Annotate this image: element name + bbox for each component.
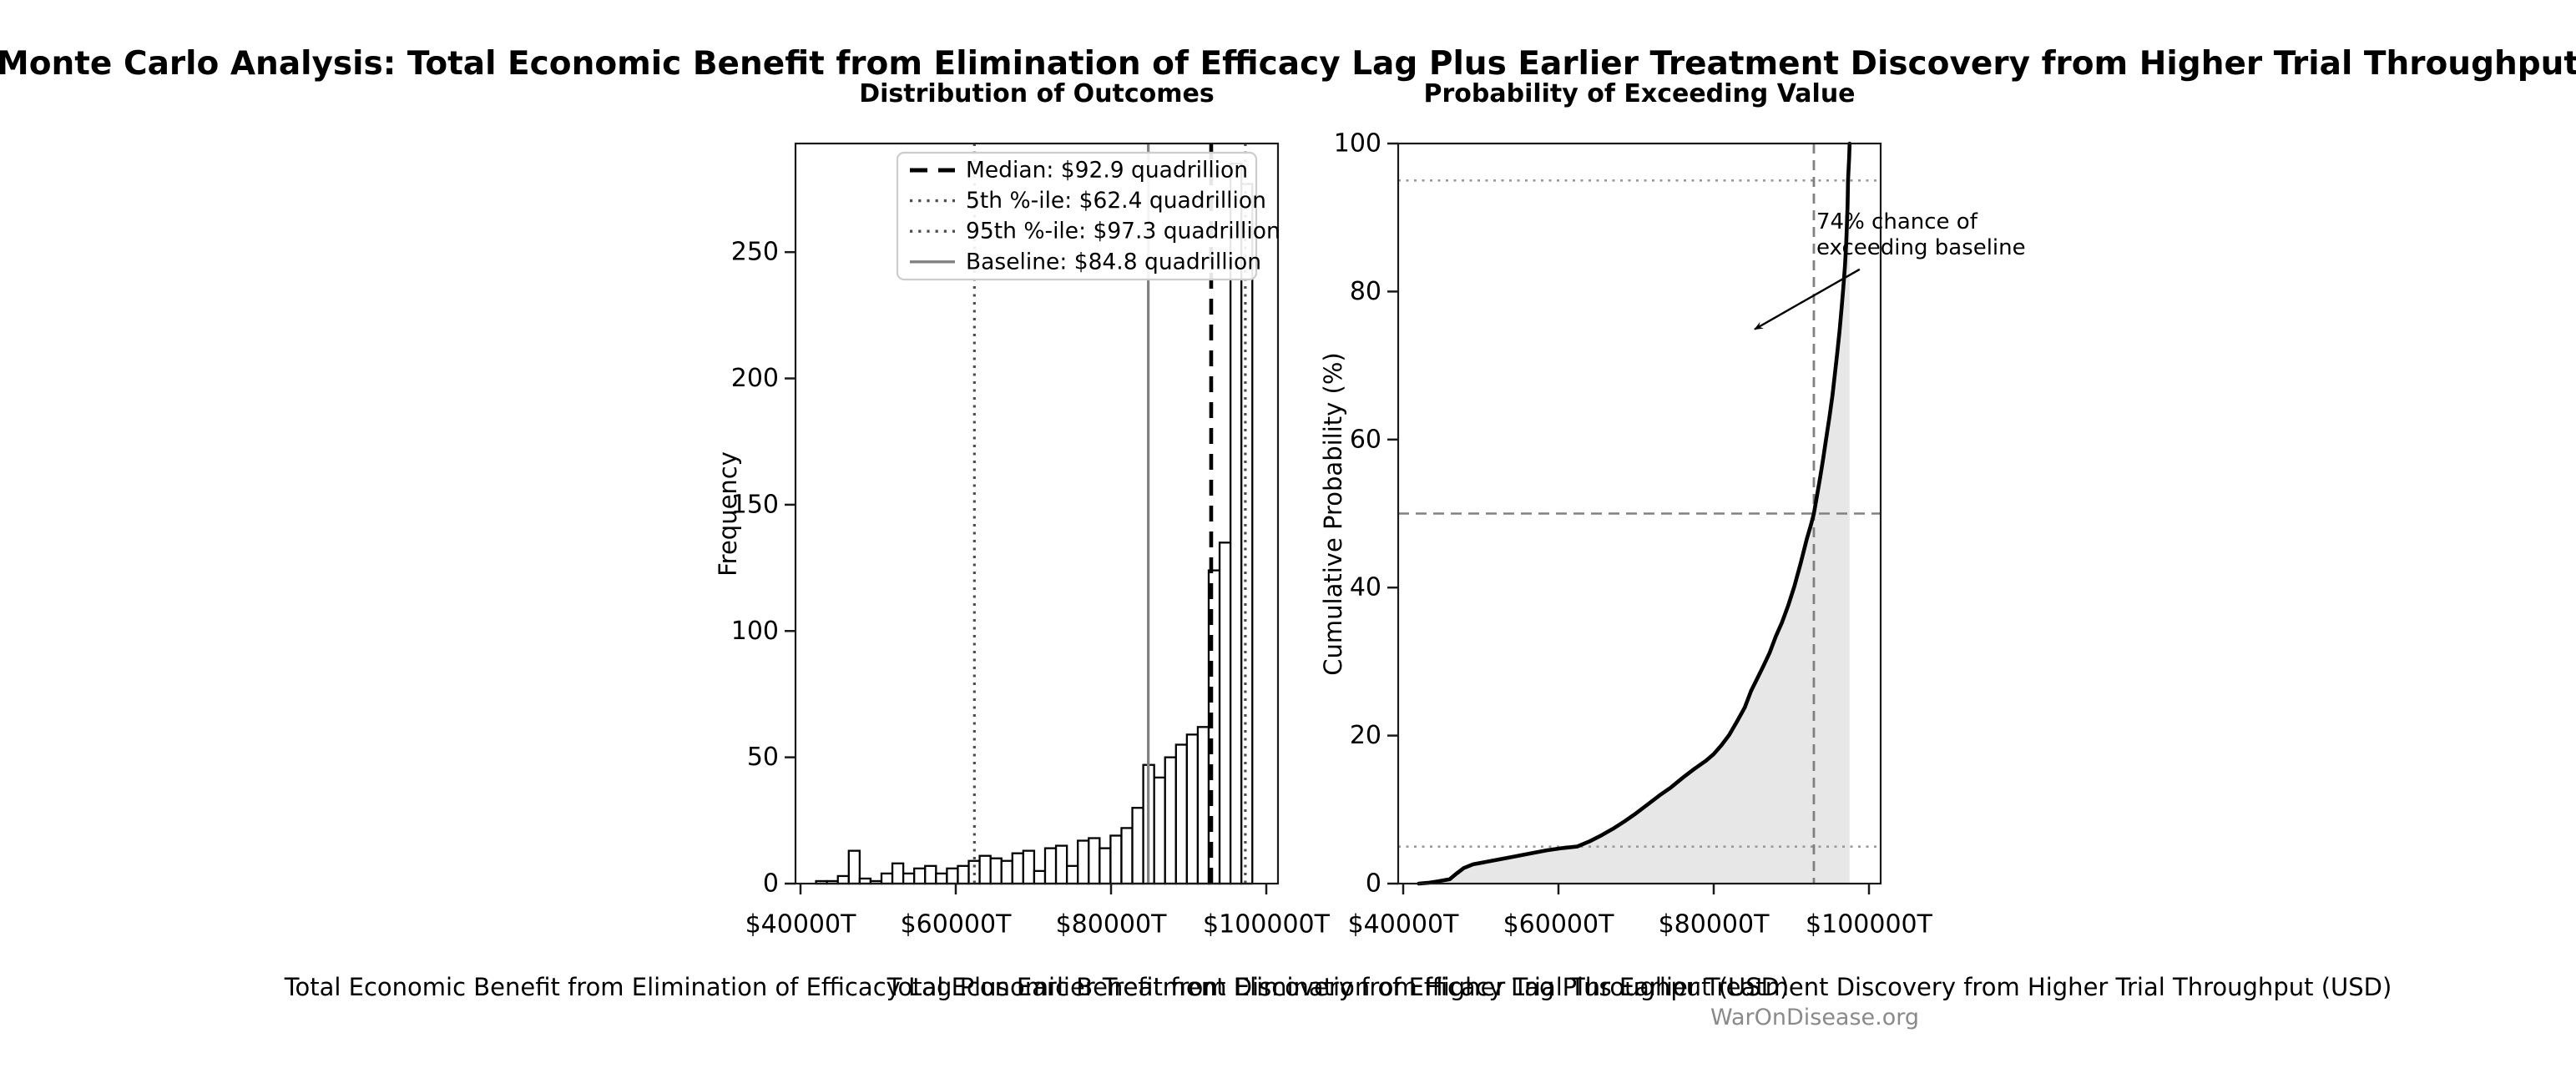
histogram-bar — [1000, 859, 1013, 885]
histogram-y-tick-label: 50 — [747, 743, 779, 772]
cdf-y-tick-label: 100 — [1334, 129, 1381, 159]
histogram-bar — [1131, 807, 1144, 885]
histogram-x-tick-label: $60000T — [901, 910, 1013, 940]
histogram-bar — [989, 857, 1003, 885]
histogram-bar — [836, 874, 850, 885]
histogram-bar — [913, 867, 927, 885]
histogram-bar — [902, 872, 916, 885]
histogram-bar — [1174, 743, 1189, 885]
left-x-axis-label: Total Economic Benefit from Elimination … — [284, 973, 1790, 1001]
cdf-x-tick-label: $40000T — [1348, 910, 1460, 940]
histogram-y-tick-label: 250 — [731, 238, 779, 267]
histogram-bar — [891, 862, 905, 885]
histogram-subplot: $40000T $60000T $80000T $100000T 0 50 100 150 20… — [731, 142, 1331, 940]
right-chart-title: Probability of Exceeding Value — [1423, 79, 1856, 108]
histogram-bar — [1077, 839, 1090, 885]
left-y-axis-label: Frequency — [714, 451, 742, 577]
histogram-bar — [957, 864, 970, 885]
histogram-bar — [967, 859, 981, 885]
histogram-bar — [1164, 756, 1177, 885]
histogram-bar — [978, 854, 992, 885]
right-x-axis-label: Total Economic Benefit from Elimination … — [886, 973, 2392, 1001]
legend-label-median: Median: $92.9 quadrillion — [966, 158, 1248, 184]
watermark: WarOnDisease.org — [1710, 1005, 1920, 1030]
histogram-bar — [1011, 852, 1025, 885]
histogram-bar — [1033, 869, 1047, 885]
histogram-bar — [1240, 183, 1254, 885]
cdf-y-tick-label: 40 — [1350, 573, 1381, 602]
histogram-bar — [1065, 864, 1079, 885]
histogram-y-tick-label: 0 — [763, 869, 779, 899]
cdf-y-tick-label: 60 — [1350, 425, 1381, 454]
histogram-bar — [1120, 827, 1134, 885]
histogram-bar — [1109, 834, 1123, 885]
legend-label-p5: 5th %-ile: $62.4 quadrillion — [966, 188, 1266, 214]
cdf-spines — [1397, 142, 1882, 885]
histogram-bar — [1185, 733, 1200, 885]
right-y-axis-label: Cumulative Probability (%) — [1319, 352, 1347, 676]
histogram-bar — [1043, 847, 1058, 885]
histogram-bar — [1196, 726, 1210, 885]
legend-label-p95: 95th %-ile: $97.3 quadrillion — [966, 219, 1280, 244]
legend: Median: $92.9 quadrillion 5th %-ile: $62.… — [896, 151, 1280, 281]
histogram-bar — [946, 867, 959, 885]
histogram-bar — [1022, 849, 1036, 885]
cdf-y-tick-label: 20 — [1350, 721, 1381, 750]
histogram-bar — [1153, 776, 1166, 885]
cdf-y-tick-label: 0 — [1366, 869, 1381, 899]
figure-title: Monte Carlo Analysis: Total Economic Ben… — [0, 45, 2576, 83]
cdf-y-tick-label: 80 — [1350, 277, 1381, 306]
histogram-bar — [847, 849, 861, 885]
histogram-bar — [1218, 542, 1232, 885]
histogram-bar — [1088, 837, 1101, 885]
left-chart-title: Distribution of Outcomes — [859, 79, 1215, 108]
histogram-x-tick-label: $100000T — [1203, 910, 1331, 940]
histogram-spines — [794, 142, 1280, 885]
cdf-x-tick-label: $100000T — [1806, 910, 1933, 940]
annotation-arrow — [1754, 268, 1861, 330]
cdf-x-tick-label: $80000T — [1659, 910, 1770, 940]
legend-box — [896, 151, 1258, 281]
histogram-bar — [935, 872, 948, 885]
histogram-x-tick-label: $80000T — [1056, 910, 1168, 940]
annotation-text: 74% chance of exceeding baseline — [1816, 209, 2026, 260]
histogram-y-tick-label: 100 — [731, 617, 779, 646]
cdf-subplot: $40000T $60000T $80000T $100000T 0 20 40 60 80 10… — [1334, 129, 1933, 940]
histogram-x-tick-label: $40000T — [745, 910, 857, 940]
cdf-x-tick-label: $60000T — [1503, 910, 1615, 940]
histogram-y-tick-label: 200 — [731, 364, 779, 393]
cdf-curve — [1417, 141, 1852, 886]
histogram-y-tick-label: 150 — [731, 490, 779, 519]
histogram-bar — [1054, 844, 1068, 885]
legend-label-baseline: Baseline: $84.8 quadrillion — [966, 249, 1261, 275]
cdf-fill-area — [1418, 144, 1850, 884]
histogram-bar — [880, 872, 894, 885]
histogram-bar — [1099, 847, 1112, 885]
histogram-bar — [924, 864, 937, 885]
